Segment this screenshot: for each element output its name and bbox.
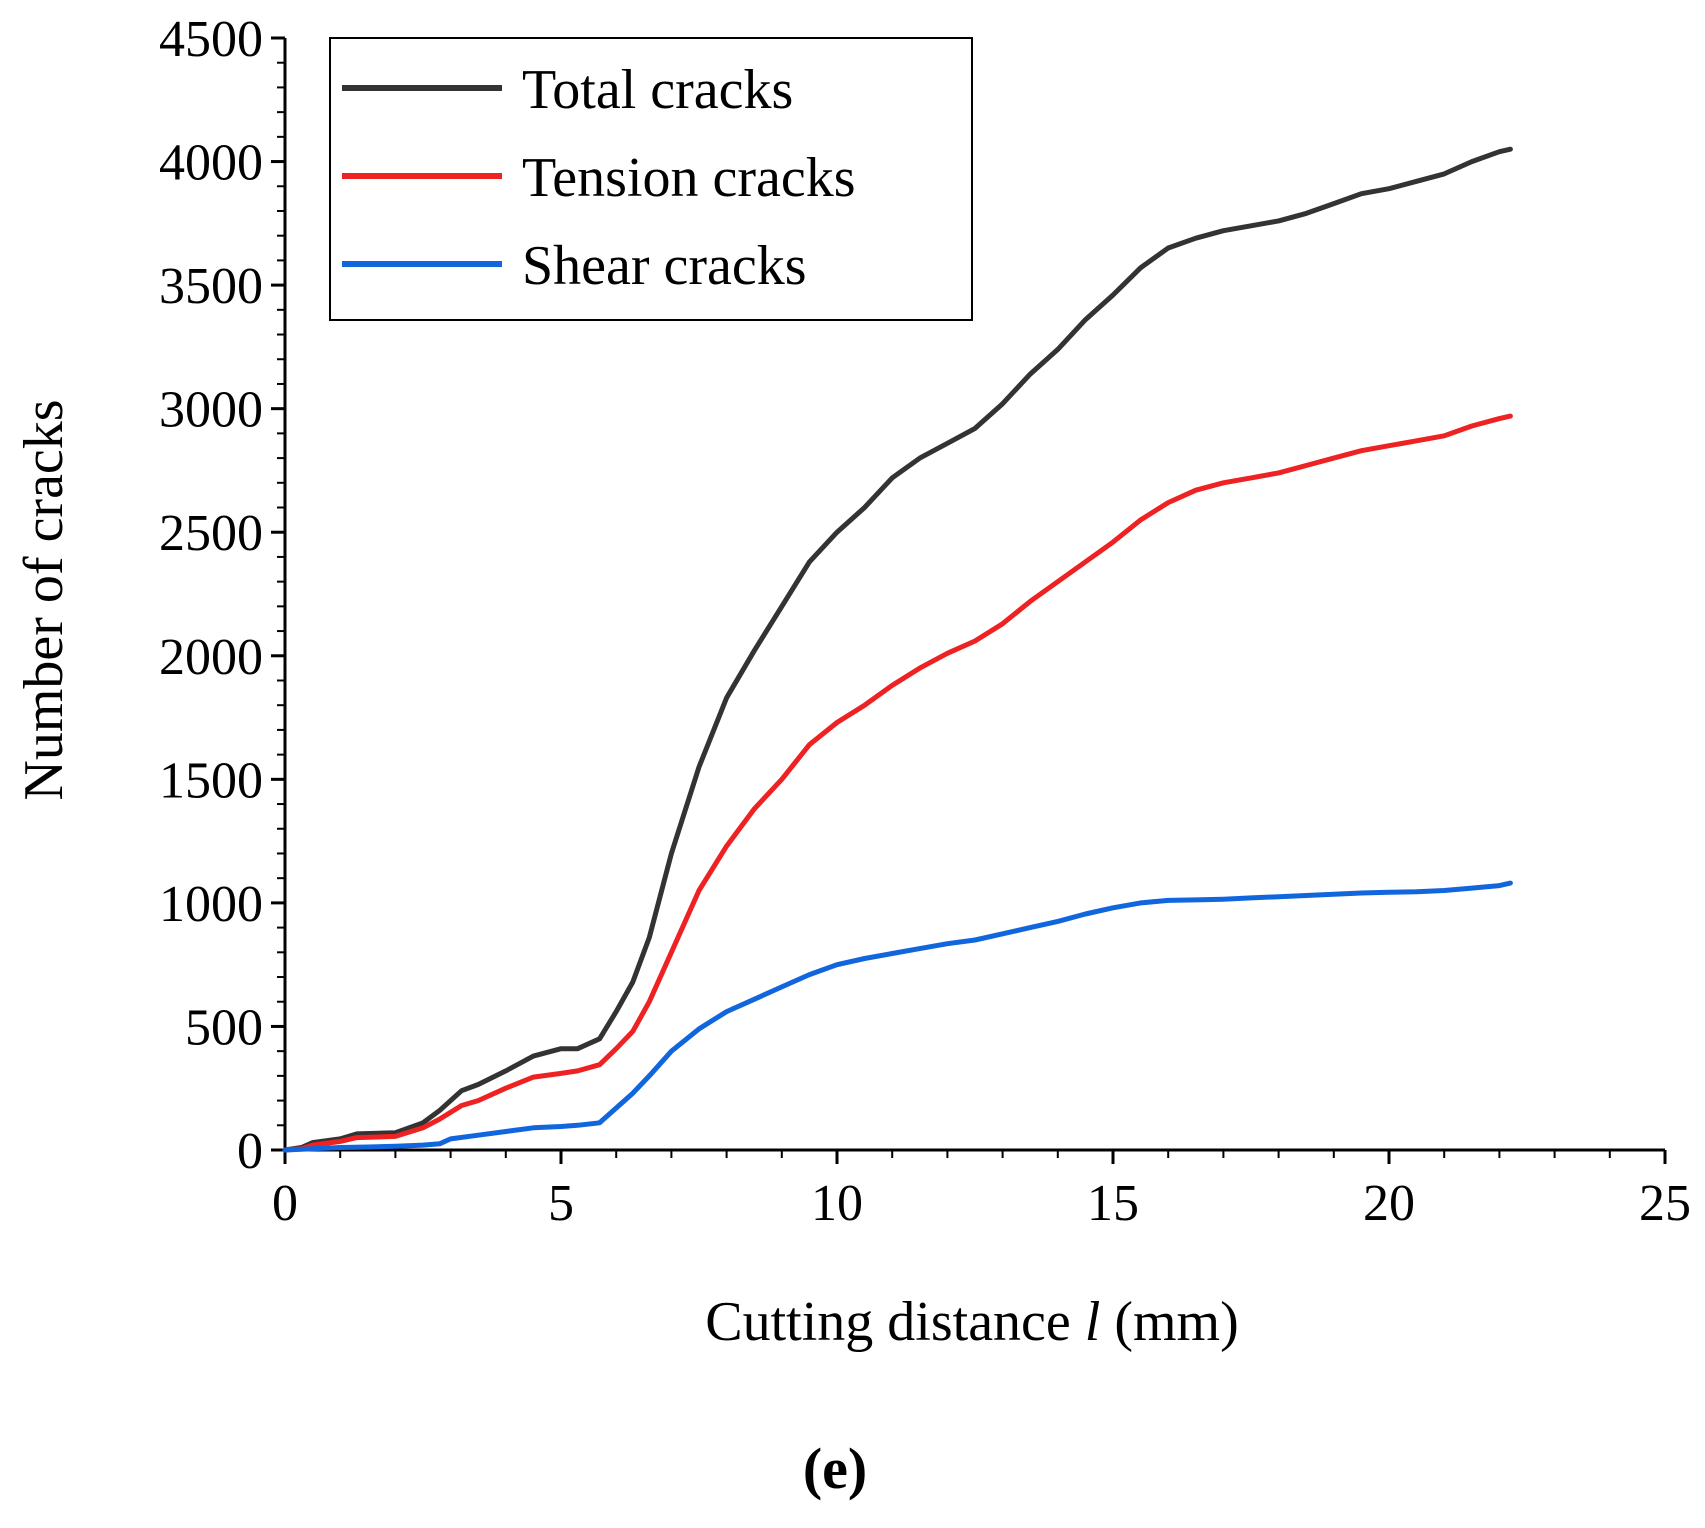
- legend-label-tension-cracks: Tension cracks: [522, 147, 856, 209]
- x-axis-title: Cutting distance l (mm): [705, 1291, 1239, 1353]
- axes: 0 500 1000 1500 2000 2500 3000 3500 4000 4500 0 5 10…: [159, 11, 1691, 1232]
- x-tick-label: 25: [1639, 1175, 1691, 1232]
- x-tick-label: 10: [811, 1175, 863, 1232]
- x-tick-label: 15: [1087, 1175, 1139, 1232]
- y-tick-label: 2000: [159, 629, 263, 686]
- panel-label: (e): [803, 1436, 867, 1501]
- y-tick-label: 2500: [159, 505, 263, 562]
- x-axis-title-variable: l: [1085, 1291, 1101, 1353]
- y-tick-label: 500: [185, 999, 263, 1056]
- legend-label-total-cracks: Total cracks: [522, 59, 793, 121]
- x-tick-label: 20: [1363, 1175, 1415, 1232]
- series-line-shear-cracks: [282, 880, 1513, 1153]
- legend: Total cracks Tension cracks Shear cracks: [329, 37, 973, 321]
- plot-lines: [282, 146, 1513, 1153]
- y-tick-label: 3500: [159, 258, 263, 315]
- x-tick-label: 5: [548, 1175, 574, 1232]
- y-tick-label: 4000: [159, 135, 263, 192]
- y-tick-label: 3000: [159, 382, 263, 439]
- x-axis-title-text: Cutting distance: [705, 1291, 1071, 1353]
- y-tick-label: 0: [237, 1123, 263, 1180]
- y-tick-label: 4500: [159, 11, 263, 68]
- x-axis-title-unit: (mm): [1114, 1291, 1238, 1353]
- y-tick-label: 1000: [159, 876, 263, 933]
- series-line-tension-cracks: [282, 413, 1513, 1153]
- x-tick-label: 0: [272, 1175, 298, 1232]
- y-tick-label: 1500: [159, 752, 263, 809]
- legend-label-shear-cracks: Shear cracks: [522, 235, 807, 297]
- series-line-total-cracks: [282, 146, 1513, 1153]
- y-axis-title: Number of cracks: [13, 399, 75, 800]
